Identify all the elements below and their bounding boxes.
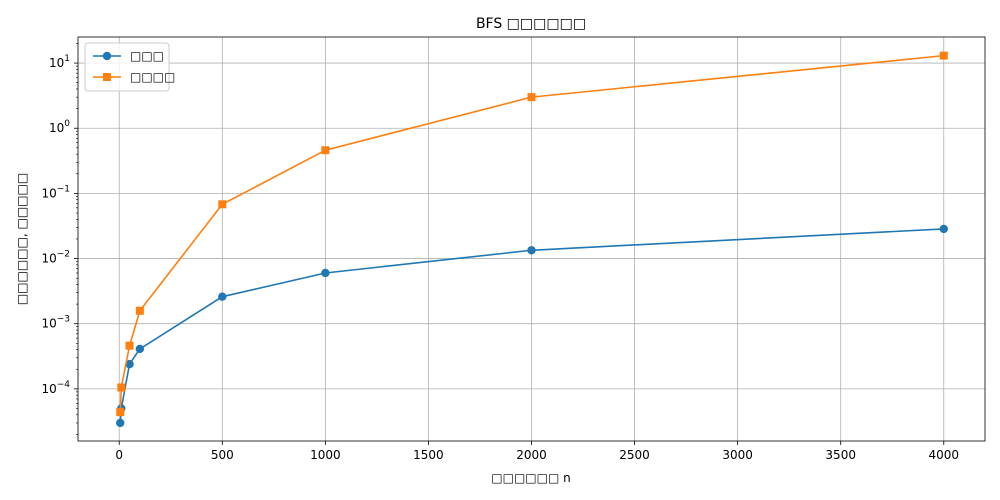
y-tick-label: 101 — [49, 54, 70, 70]
legend: □□□□□□□ — [84, 42, 175, 92]
x-tick-label: 500 — [211, 448, 234, 462]
y-axis-label: □□□□□□, □□□□□ — [15, 173, 29, 305]
y-tick-label: 10−3 — [41, 315, 70, 331]
series-1-point — [218, 292, 227, 301]
series-1-point — [939, 224, 948, 234]
series-2-point — [116, 408, 125, 417]
series-1-point — [125, 359, 134, 369]
x-tick-label: 3500 — [825, 448, 856, 462]
series-2-point — [218, 200, 227, 209]
series-1-point — [527, 246, 536, 255]
axes-frame — [77, 36, 986, 442]
series-1-point — [116, 418, 125, 428]
series-line-1 — [119, 228, 944, 423]
legend-label-1: □□□ — [130, 49, 164, 63]
x-tick-label: 0 — [115, 448, 123, 462]
x-tick-label: 1000 — [310, 448, 341, 462]
legend-label-2: □□□□ — [130, 70, 175, 84]
y-tick-label: 10−1 — [41, 184, 70, 200]
y-tick-label: 10−2 — [41, 250, 70, 266]
series-2-point — [321, 146, 330, 155]
x-tick-label: 1500 — [413, 448, 444, 462]
plot-area: 0 500 1000 1500 2000 2500 3000 3500 4000 10−4 10−3… — [41, 36, 986, 462]
chart-title: BFS □□□□□□ — [476, 16, 586, 32]
x-tick-label: 4000 — [928, 448, 959, 462]
series-2-point — [939, 51, 948, 60]
series-2-point — [527, 93, 536, 102]
series-2-point — [125, 341, 134, 350]
x-tick-label: 3000 — [722, 448, 753, 462]
x-tick-label: 2000 — [516, 448, 547, 462]
series-1-point — [321, 268, 330, 278]
series-2-point — [135, 306, 144, 315]
series-2-point — [117, 383, 126, 392]
x-tick-label: 2500 — [619, 448, 650, 462]
x-axis-label: □□□□□□ n — [491, 471, 570, 485]
legend-marker-1 — [102, 51, 112, 61]
series-line-2 — [119, 54, 944, 413]
legend-marker-2 — [103, 73, 111, 81]
series-1-point — [135, 344, 145, 354]
y-tick-label: 100 — [49, 119, 70, 135]
y-tick-label: 10−4 — [41, 380, 70, 396]
